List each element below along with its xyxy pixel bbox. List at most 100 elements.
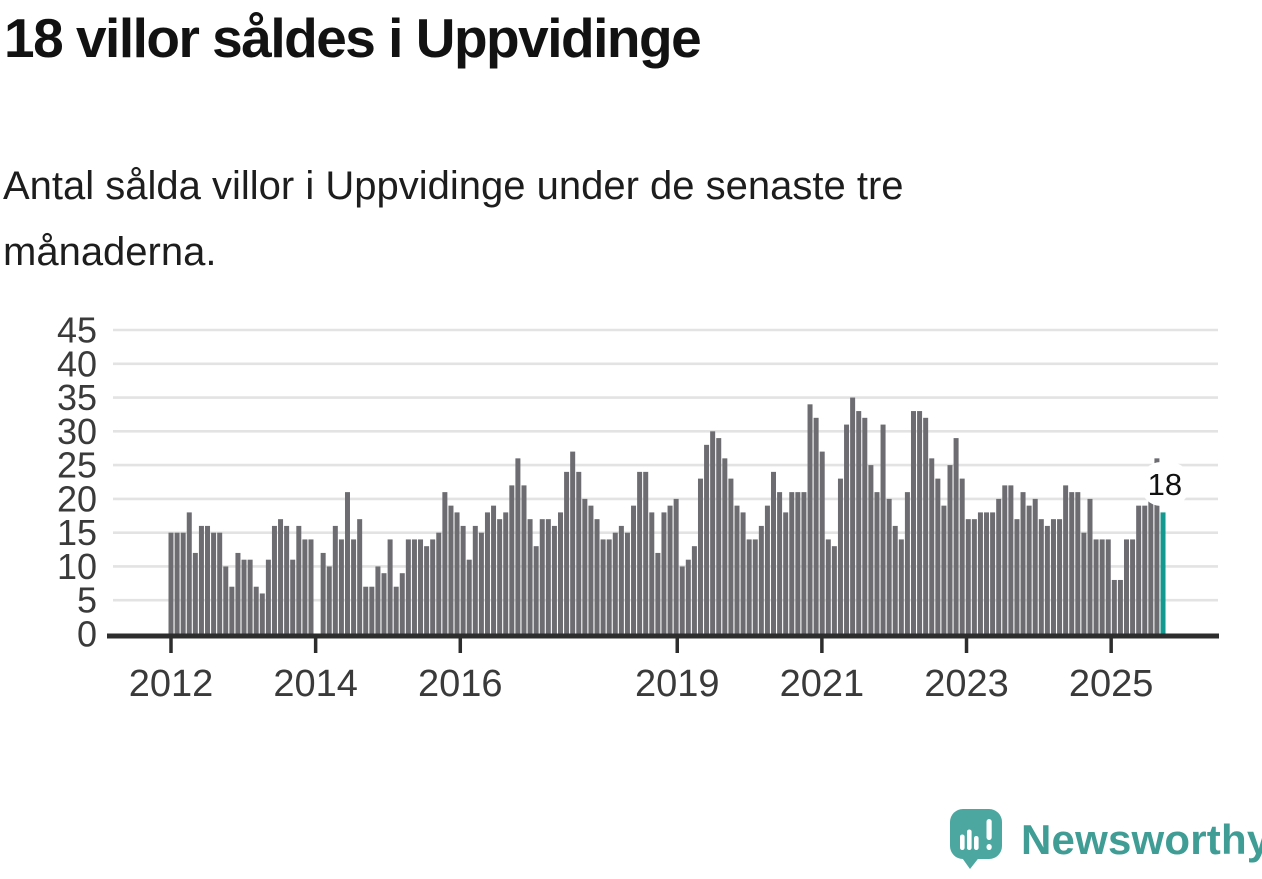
bar: [892, 525, 898, 634]
bar: [837, 478, 843, 634]
bar: [1111, 579, 1117, 634]
bar: [953, 438, 959, 634]
bar: [436, 532, 442, 634]
bar: [229, 586, 235, 634]
bar: [710, 431, 716, 634]
bar: [612, 532, 618, 634]
bar: [1130, 539, 1136, 634]
bar: [509, 485, 515, 634]
bar: [667, 505, 673, 634]
bar: [1117, 579, 1123, 634]
bar: [1020, 492, 1026, 634]
bar: [783, 512, 789, 634]
bar: [655, 552, 661, 634]
bar: [503, 512, 509, 634]
bar: [801, 492, 807, 634]
bar: [661, 512, 667, 634]
bar: [564, 471, 570, 634]
bar: [868, 465, 874, 634]
bar: [411, 539, 417, 634]
bar: [393, 586, 399, 634]
bar: [977, 512, 983, 634]
bar: [1142, 505, 1148, 634]
y-tick-label: 45: [57, 310, 97, 351]
bar: [338, 539, 344, 634]
brand-footer: Newsworthy: [948, 809, 1262, 870]
bar: [1099, 539, 1105, 634]
bar: [588, 505, 594, 634]
bar: [551, 525, 557, 634]
bar: [795, 492, 801, 634]
annotation-halo: [1140, 462, 1190, 506]
bar: [898, 539, 904, 634]
bar: [460, 525, 466, 634]
bar: [758, 525, 764, 634]
bar: [491, 505, 497, 634]
bar: [478, 532, 484, 634]
x-tick-label: 2012: [129, 663, 214, 705]
bar: [904, 492, 910, 634]
bar: [856, 411, 862, 634]
bar: [241, 559, 247, 634]
bar: [752, 539, 758, 634]
bar: [594, 519, 600, 634]
bar: [777, 492, 783, 634]
bar: [862, 417, 868, 634]
bar: [375, 566, 381, 634]
bar: [1105, 539, 1111, 634]
y-tick-label: 40: [57, 343, 97, 384]
bar: [789, 492, 795, 634]
bar: [746, 539, 752, 634]
bar: [387, 539, 393, 634]
bar: [1093, 539, 1099, 634]
bar: [192, 552, 198, 634]
bars-group: [168, 397, 1166, 634]
bar: [844, 424, 850, 634]
bar: [381, 573, 387, 634]
bar: [1087, 498, 1093, 634]
y-tick-label: 25: [57, 445, 97, 486]
bar: [722, 458, 728, 634]
bar: [1044, 525, 1050, 634]
bar: [558, 512, 563, 634]
bar: [326, 566, 332, 634]
bar: [1014, 519, 1020, 634]
bar: [990, 512, 996, 634]
bar: [332, 525, 338, 634]
bar: [180, 532, 186, 634]
page-title: 18 villor såldes i Uppvidinge: [4, 7, 702, 69]
bar: [716, 438, 722, 634]
bar: [497, 519, 503, 634]
highlighted-bar: [1160, 512, 1166, 634]
bar: [545, 519, 551, 634]
bar: [515, 458, 521, 634]
bar: [308, 539, 314, 634]
bar: [673, 498, 679, 634]
x-tick-label: 2019: [635, 663, 720, 705]
x-tick-label: 2023: [924, 663, 1009, 705]
brand-name: Newsworthy: [1021, 816, 1262, 863]
bar: [941, 505, 947, 634]
bar: [223, 566, 229, 634]
bar: [466, 559, 472, 634]
bar: [935, 478, 941, 634]
bar: [533, 546, 539, 634]
bar: [290, 559, 296, 634]
bar: [351, 539, 357, 634]
y-tick-label: 10: [57, 546, 97, 587]
bar: [728, 478, 734, 634]
bar: [405, 539, 411, 634]
y-tick-label: 0: [77, 614, 97, 655]
bar: [1057, 519, 1063, 634]
subtitle-line-1: Antal sålda villor i Uppvidinge under de…: [3, 164, 904, 208]
x-axis: 2012 2014 2016 2019 2021 2023 2025: [107, 633, 1219, 705]
bar: [679, 566, 685, 634]
bar: [247, 559, 253, 634]
bar: [1148, 498, 1154, 634]
bar: [819, 451, 825, 634]
bar: [606, 539, 612, 634]
bar: [259, 593, 265, 634]
bar: [917, 411, 923, 634]
bar: [959, 478, 965, 634]
